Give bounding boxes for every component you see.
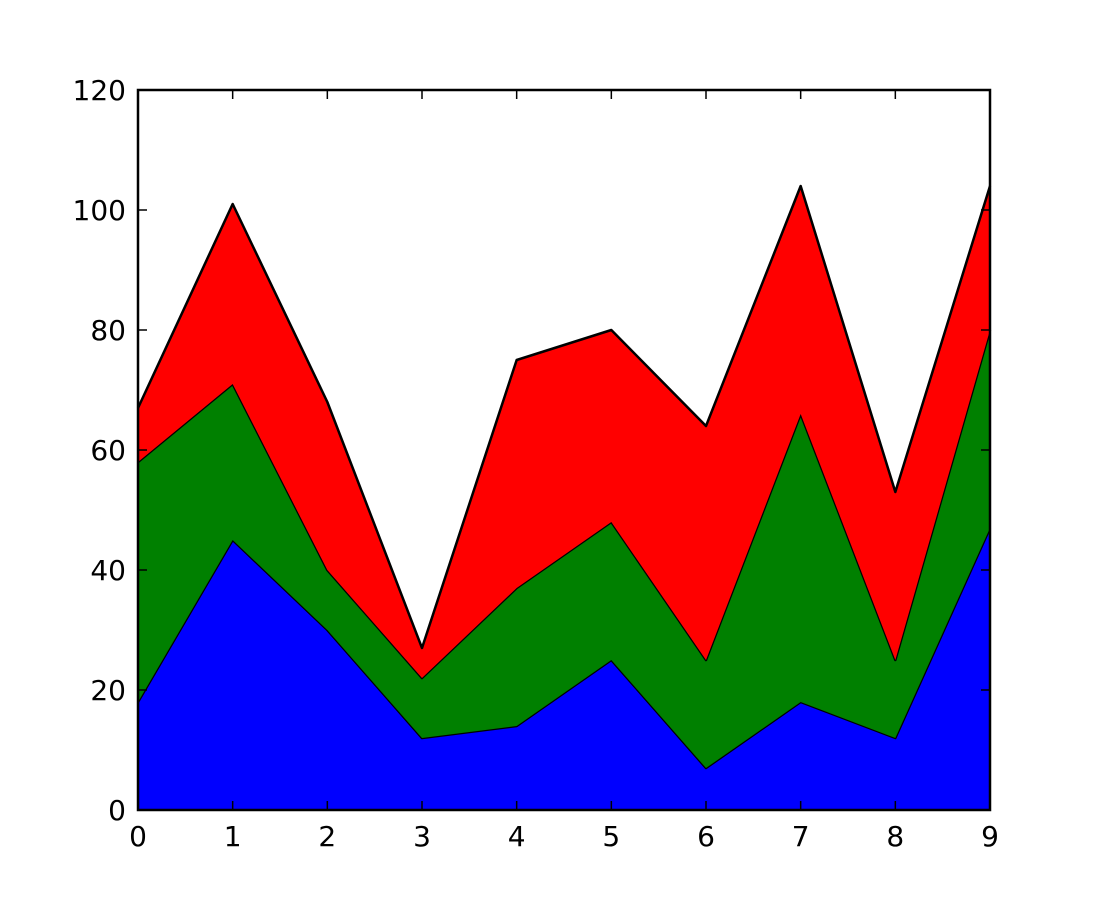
y-tick-label: 20 (90, 674, 126, 707)
x-tick-label: 6 (697, 820, 715, 853)
x-tick-label: 5 (602, 820, 620, 853)
area-fill (138, 528, 990, 810)
y-tick-label: 120 (73, 74, 126, 107)
area-fill (138, 186, 990, 678)
area-fill (138, 330, 990, 768)
x-tick-label: 9 (981, 820, 999, 853)
x-tick-label: 1 (224, 820, 242, 853)
y-tick-label: 40 (90, 554, 126, 587)
x-tick-label: 4 (508, 820, 526, 853)
x-tick-label: 7 (792, 820, 810, 853)
y-tick-label: 80 (90, 314, 126, 347)
x-tick-label: 0 (129, 820, 147, 853)
y-tick-label: 100 (73, 194, 126, 227)
y-tick-label: 60 (90, 434, 126, 467)
x-tick-label: 2 (318, 820, 336, 853)
x-tick-label: 3 (413, 820, 431, 853)
x-tick-label: 8 (886, 820, 904, 853)
y-tick-label: 0 (108, 794, 126, 827)
area-edge (136, 184, 992, 650)
